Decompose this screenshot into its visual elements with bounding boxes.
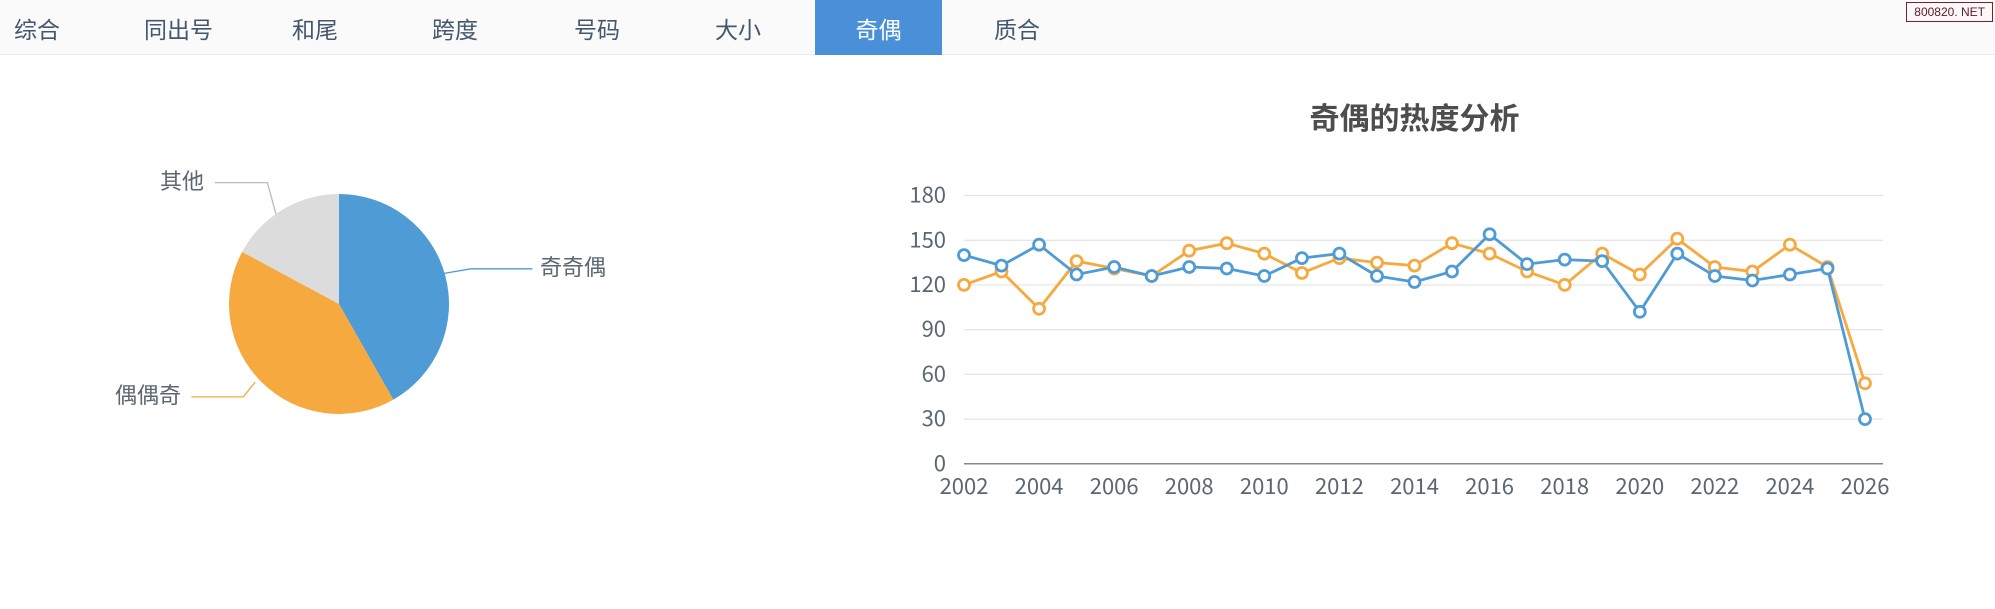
svg-text:2018: 2018 [1540, 469, 1589, 501]
svg-text:2014: 2014 [1390, 469, 1439, 501]
svg-text:2022: 2022 [1690, 469, 1739, 501]
svg-text:2010: 2010 [1240, 469, 1289, 501]
svg-text:2008: 2008 [1165, 469, 1214, 501]
svg-text:2002: 2002 [940, 469, 989, 501]
svg-text:150: 150 [909, 222, 946, 254]
svg-text:2006: 2006 [1090, 469, 1139, 501]
svg-text:2004: 2004 [1015, 469, 1064, 501]
svg-text:奇偶的热度分析: 奇偶的热度分析 [1310, 94, 1520, 138]
svg-text:2024: 2024 [1765, 469, 1814, 501]
svg-text:2012: 2012 [1315, 469, 1364, 501]
svg-text:奇奇偶: 奇奇偶 [540, 250, 606, 282]
svg-text:2026: 2026 [1841, 469, 1890, 501]
svg-text:180: 180 [909, 178, 946, 210]
svg-text:120: 120 [909, 267, 946, 299]
svg-text:其他: 其他 [160, 164, 204, 196]
svg-text:90: 90 [922, 312, 946, 344]
svg-text:2020: 2020 [1615, 469, 1664, 501]
svg-text:2016: 2016 [1465, 469, 1514, 501]
svg-text:30: 30 [922, 401, 946, 433]
svg-text:60: 60 [922, 356, 946, 388]
svg-text:偶偶奇: 偶偶奇 [115, 378, 181, 410]
